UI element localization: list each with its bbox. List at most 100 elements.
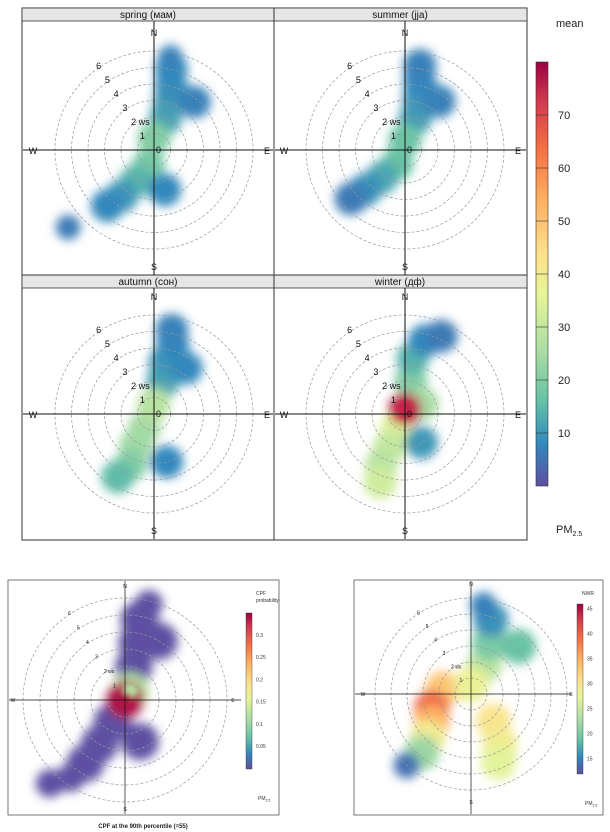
autumn-value-blob	[169, 351, 203, 385]
summer-center-label: 0	[407, 145, 412, 155]
winter-ring-label: 6	[347, 325, 352, 335]
winter-ring-label: 5	[356, 339, 361, 349]
nwr-plot-border	[353, 579, 604, 816]
panel-summer-axes	[275, 21, 526, 275]
cpf-colorbar-tick-label: 0.05	[256, 744, 266, 750]
spring-ring-label: 1	[140, 131, 145, 141]
cpf-value-blob	[121, 722, 159, 761]
cpf-value-blob	[35, 769, 64, 798]
nwr-colorbar-tick-label: 25	[587, 707, 593, 713]
colorbar-mean: mean 10 20 30 40 50 60 70 PM2.5	[535, 18, 584, 538]
nwr-surface	[393, 592, 537, 780]
autumn-value-blob	[155, 313, 189, 347]
spring-ring-label: 3	[122, 103, 127, 113]
nwr-dir-s: S	[469, 800, 473, 806]
cpf-value-blob	[134, 590, 163, 619]
summer-dir-w: W	[280, 146, 289, 156]
panel-spring-axes	[23, 21, 273, 275]
colorbar-mean-tick-label: 50	[558, 216, 570, 228]
nwr-dir-e: E	[569, 692, 573, 698]
spring-center-label: 0	[156, 145, 161, 155]
winter-ring-label: 3	[373, 367, 378, 377]
autumn-value-blob	[101, 460, 135, 494]
cpf-colorbar-tick-label: 0.1	[256, 722, 263, 728]
colorbar-mean-tick-label: 40	[558, 269, 570, 281]
cpf-plot-border	[7, 579, 280, 816]
autumn-ring-label: 4	[114, 353, 119, 363]
cpf-colorbar-label: PM2.5	[258, 796, 270, 803]
summer-ring-label: 4	[365, 89, 370, 99]
autumn-center-label: 0	[156, 409, 161, 419]
summer-ring-label: 1	[391, 131, 396, 141]
autumn-ring-label: 3	[122, 367, 127, 377]
cpf-dir-e: E	[231, 698, 235, 704]
autumn-dir-w: W	[29, 410, 38, 420]
colorbar-mean-tick-label: 20	[558, 375, 570, 387]
cpf-ring-label: 3	[95, 654, 98, 660]
nwr-colorbar-title: NWR	[582, 591, 594, 597]
autumn-value-blob	[150, 445, 184, 479]
cpf-colorbar-title2: probability	[256, 598, 279, 604]
cpf-colorbar-title1: CPF	[256, 591, 266, 597]
nwr-colorbar-tick-label: 20	[587, 732, 593, 738]
winter-center-label: 0	[407, 409, 412, 419]
nwr-colorbar-label: PM2.5	[585, 801, 597, 808]
panel-autumn-axes	[23, 288, 273, 539]
spring-dir-e: E	[264, 146, 270, 156]
spring-ring-label: 6	[96, 61, 101, 71]
autumn-dir-s: S	[151, 526, 157, 536]
cpf-dir-s: S	[123, 807, 127, 813]
panel-winter-axes	[275, 288, 526, 539]
panel-summer-title: summer (jja)	[372, 10, 428, 21]
spring-dir-w: W	[29, 146, 38, 156]
summer-ring-label: 5	[356, 75, 361, 85]
spring-value-blob	[157, 45, 183, 70]
nwr-value-blob	[480, 744, 517, 780]
cpf-axes	[9, 581, 241, 814]
colorbar-mean-tick-label: 10	[558, 428, 570, 440]
autumn-dir-e: E	[264, 410, 270, 420]
nwr-colorbar-tick-label: 15	[587, 757, 593, 763]
spring-value-blob	[148, 173, 182, 207]
cpf-title: CPF at the 90th percentile (=55)	[98, 824, 188, 830]
spring-ring-label: 4	[114, 89, 119, 99]
cpf-plot: 1 2 ws 3 4 5 6 N E S W CPF probability 0.05 0.1 0.1…	[7, 579, 280, 830]
winter-dir-n: N	[402, 292, 409, 302]
winter-dir-w: W	[280, 410, 289, 420]
colorbar-mean-tick-label: 30	[558, 322, 570, 334]
autumn-ring-label: 2 ws	[131, 381, 150, 391]
cpf-ring-label: 5	[77, 626, 80, 632]
summer-dir-n: N	[402, 28, 409, 38]
nwr-dir-n: N	[469, 582, 473, 588]
colorbar-mean-tick-label: 70	[558, 110, 570, 122]
cpf-dir-w: W	[11, 698, 16, 704]
colorbar-mean-label: PM2.5	[556, 524, 582, 538]
cpf-colorbar-tick-label: 0.2	[256, 677, 263, 683]
nwr-colorbar-tick-label: 35	[587, 657, 593, 663]
nwr-colorbar-tick-label: 30	[587, 682, 593, 688]
spring-value-blob	[55, 214, 81, 240]
colorbar-mean-title: mean	[556, 18, 584, 30]
summer-value-blob	[422, 84, 456, 118]
spring-value-blob	[177, 85, 211, 119]
panel-spring-surface	[55, 45, 211, 240]
winter-ring-label: 1	[391, 395, 396, 405]
nwr-colorbar-tick-label: 40	[587, 632, 593, 638]
cpf-ring-label: 4	[86, 640, 89, 646]
autumn-ring-label: 5	[105, 339, 110, 349]
nwr-colorbar-tick-label: 45	[587, 607, 593, 613]
winter-dir-s: S	[402, 526, 408, 536]
cpf-colorbar-ramp	[245, 612, 253, 770]
nwr-colorbar-ramp	[576, 603, 584, 775]
nwr-ring-label: 4	[434, 637, 437, 643]
winter-value-blob	[405, 426, 438, 460]
summer-ring-label: 2 ws	[382, 117, 401, 127]
nwr-axes	[355, 581, 572, 814]
spring-ring-label: 5	[105, 75, 110, 85]
winter-ring-label: 2 ws	[382, 381, 401, 391]
